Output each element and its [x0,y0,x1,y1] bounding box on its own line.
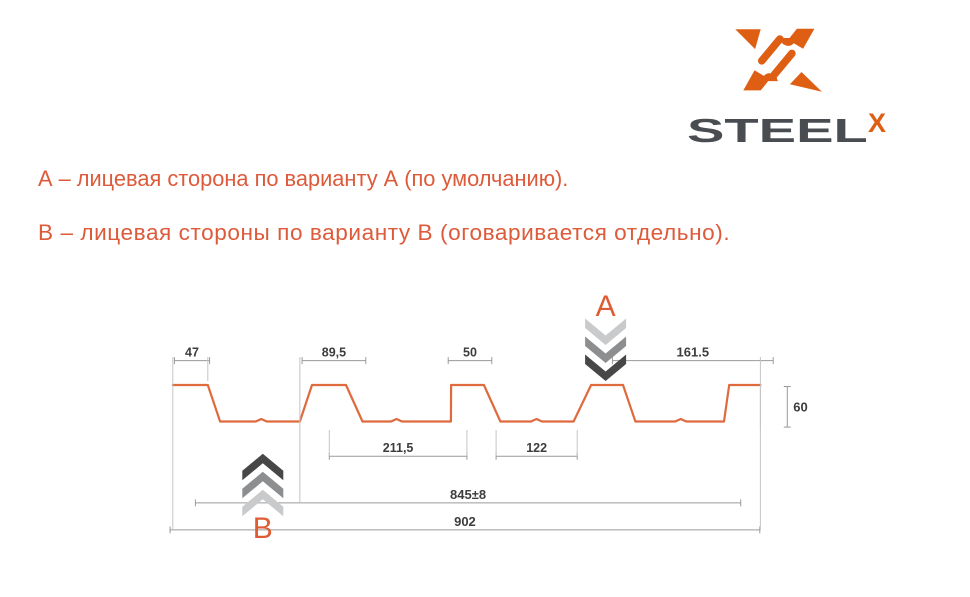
svg-text:B: B [253,512,273,545]
svg-text:A: A [596,290,616,323]
svg-text:47: 47 [185,346,199,360]
svg-text:211,5: 211,5 [383,441,414,455]
svg-text:60: 60 [793,399,807,414]
svg-text:845±8: 845±8 [450,487,486,502]
svg-text:50: 50 [463,346,477,360]
svg-text:902: 902 [454,514,476,529]
svg-text:122: 122 [526,441,547,455]
svg-text:89,5: 89,5 [322,346,346,360]
svg-text:161.5: 161.5 [677,345,710,360]
